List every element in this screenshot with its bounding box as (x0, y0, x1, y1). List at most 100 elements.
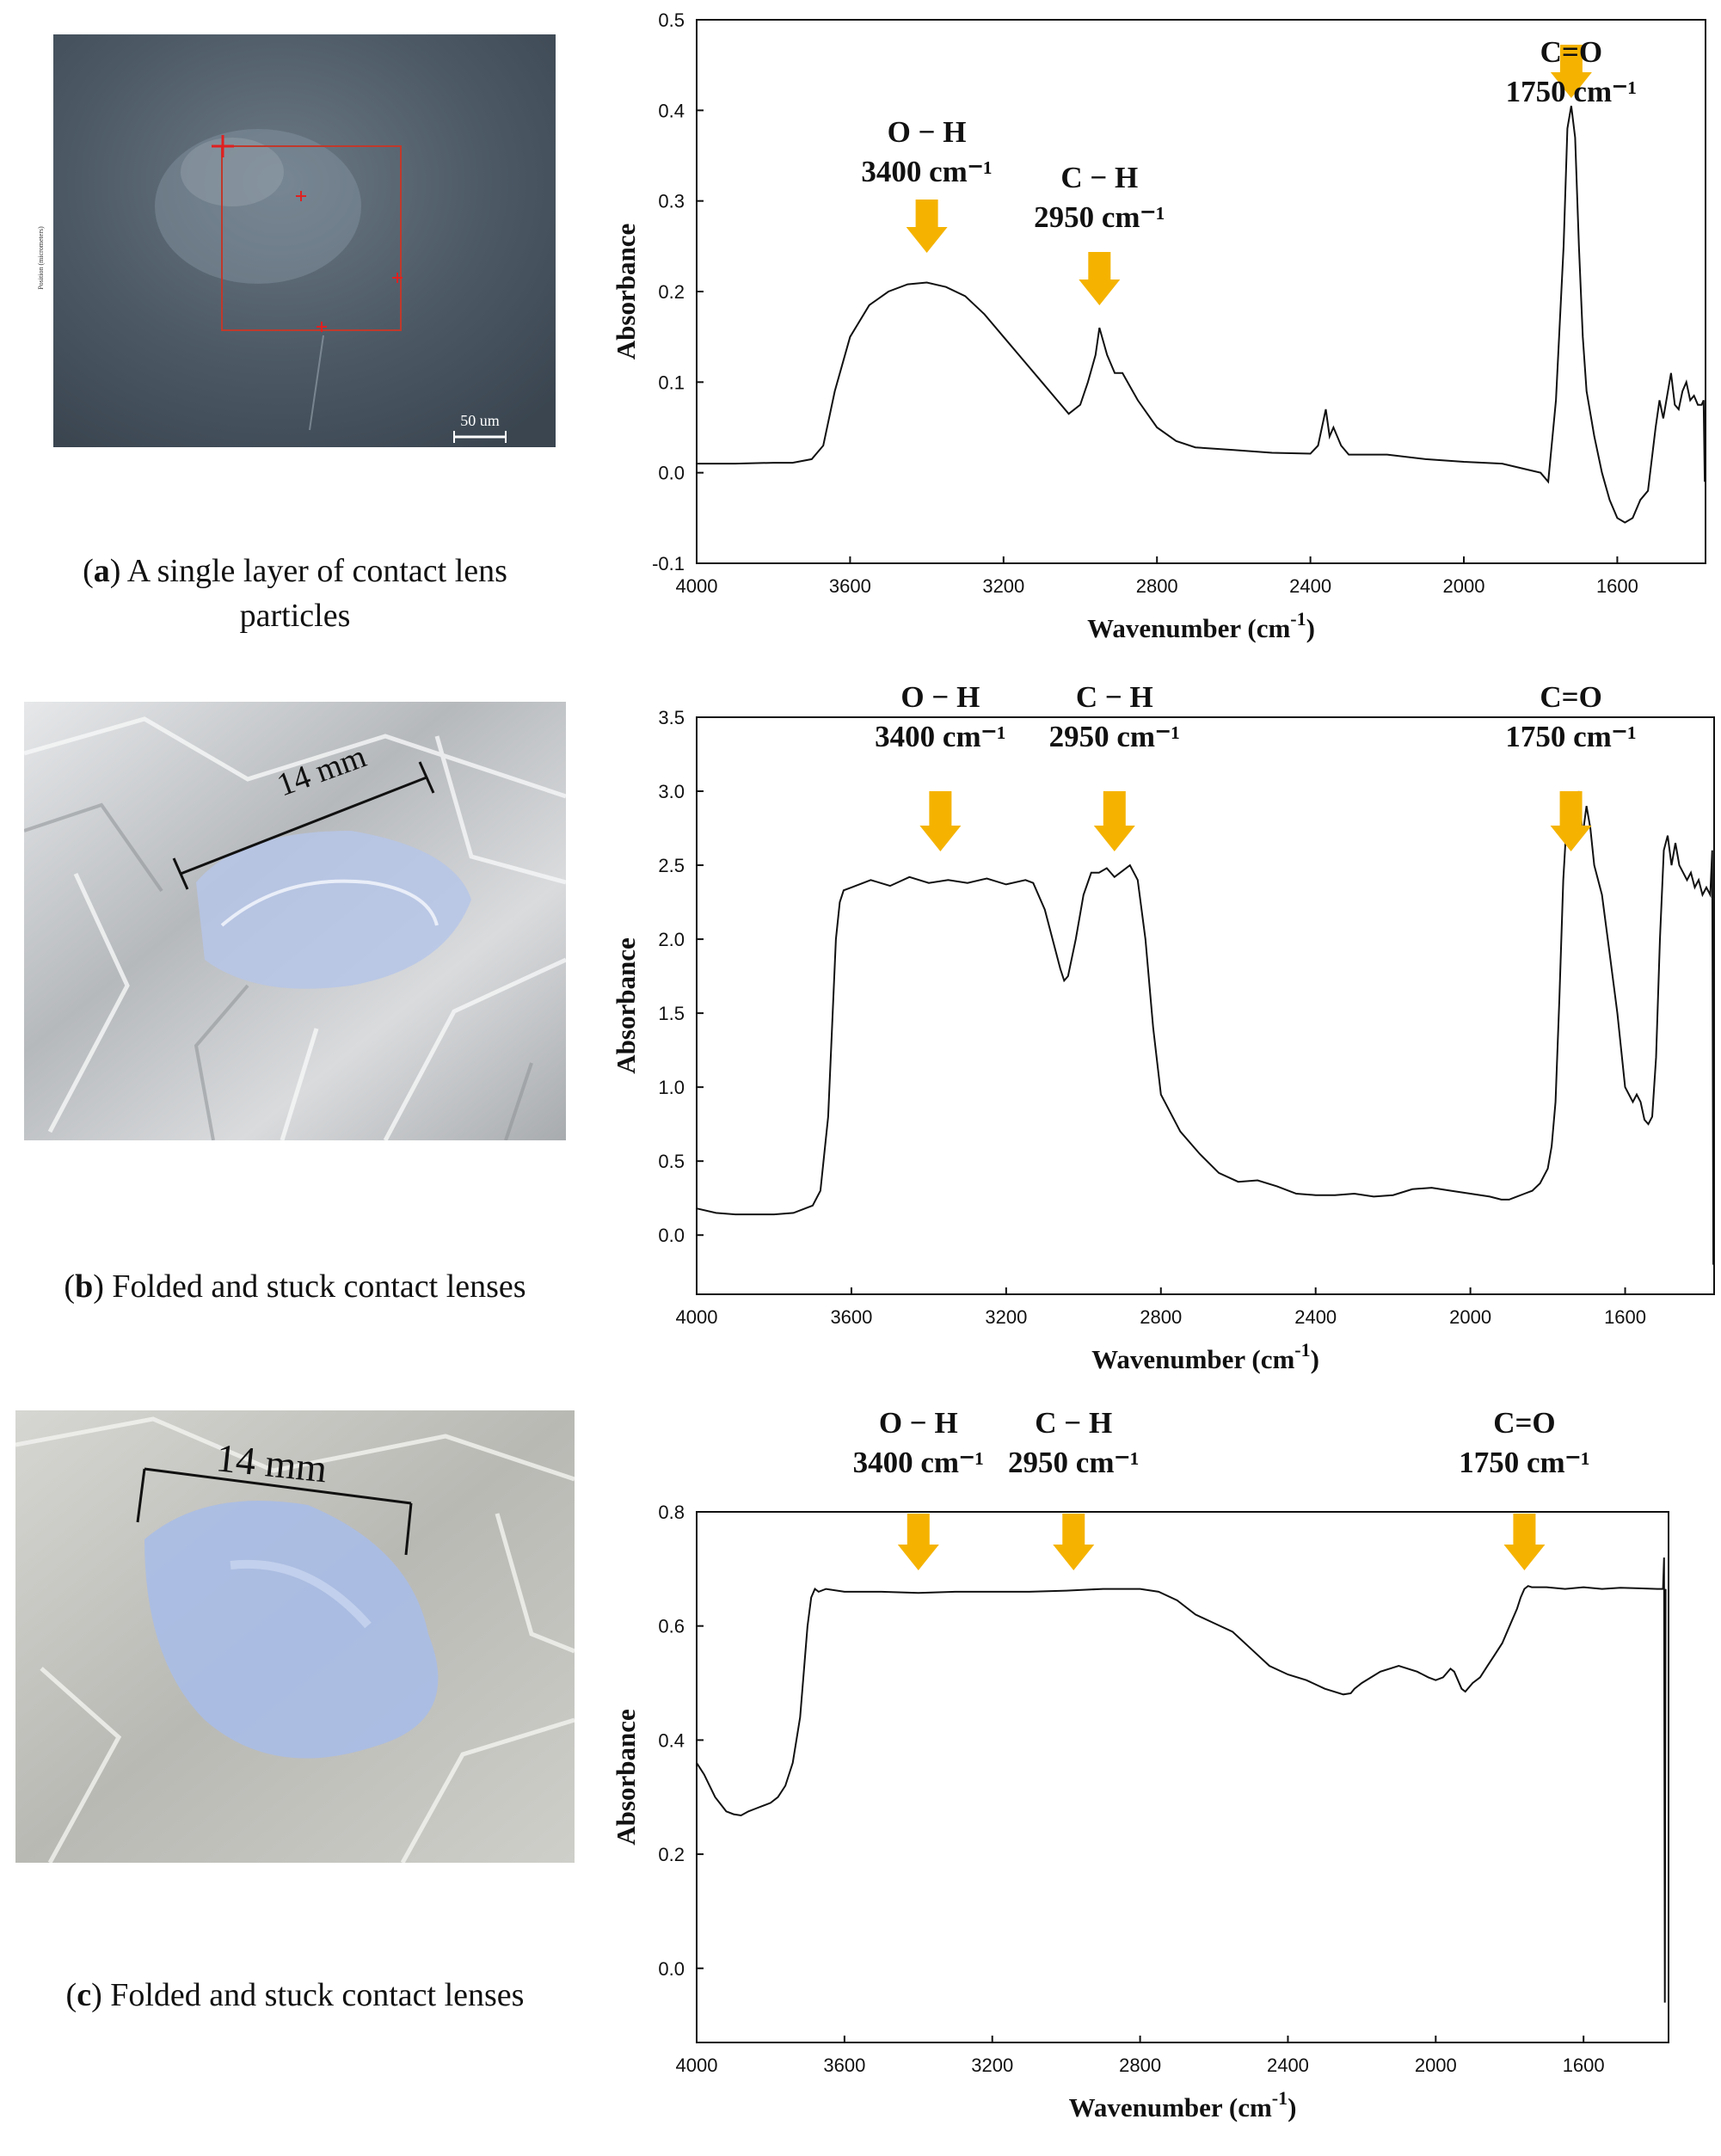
x-tick-label: 2400 (1294, 1306, 1337, 1328)
annotation-arrow-icon (906, 200, 948, 253)
plot-area (696, 1511, 1669, 2043)
x-tick-label: 2400 (1267, 2055, 1309, 2076)
annotation-arrow-icon (1503, 1514, 1546, 1570)
x-tick-label: 2800 (1136, 575, 1178, 597)
spectrum-line (696, 790, 1715, 1265)
annotation-arrow-icon (1079, 252, 1121, 305)
scale-bar: 14 mm (136, 1435, 413, 1556)
y-tick-label: 0.0 (658, 1958, 685, 1980)
y-tick-label: 0.6 (658, 1616, 685, 1637)
annotation-bond: C − H (1060, 161, 1138, 194)
selection-box (221, 145, 402, 331)
y-tick-label: 1.0 (658, 1077, 685, 1098)
caption-text: Folded and stuck contact lenses (101, 1977, 525, 2013)
lens-image-c: 14 mm (15, 1410, 575, 1863)
contact-lens (196, 831, 471, 989)
annotation-bond: C=O (1540, 35, 1602, 69)
y-tick-label: 0.0 (658, 463, 685, 484)
caption-a: (a) A single layer of contact lens parti… (83, 553, 507, 634)
annotation-bond: O − H (900, 680, 980, 714)
panel-c: 14 mm (c) Folded and stuck contact lense… (0, 1402, 1721, 2156)
annotation-wavenumber: 3400 cm⁻¹ (875, 720, 1005, 753)
caption-text: Folded and stuck contact lenses (103, 1268, 526, 1305)
y-tick-label: 3.5 (658, 707, 685, 728)
x-tick-label: 1600 (1563, 2055, 1605, 2076)
annotation-arrow-icon (919, 791, 962, 851)
y-axis-label: Absorbance (611, 937, 641, 1073)
y-tick-label: 0.4 (658, 100, 685, 121)
panel-a: 50 um Position (micrometers) (a) A singl… (0, 0, 1721, 654)
y-tick-label: 0.8 (658, 1502, 685, 1523)
annotation-bond: C=O (1493, 1406, 1555, 1440)
y-axis-label: Absorbance (611, 224, 641, 359)
annotation-arrow-icon (1093, 791, 1135, 851)
annotation-wavenumber: 3400 cm⁻¹ (853, 1446, 984, 1479)
annotation-wavenumber: 2950 cm⁻¹ (1034, 200, 1165, 234)
x-tick-label: 2800 (1119, 2055, 1161, 2076)
spectrum-line (696, 1557, 1667, 2003)
annotation-arrow-icon (897, 1514, 939, 1570)
x-tick-label: 1600 (1596, 575, 1638, 597)
x-tick-label: 3200 (982, 575, 1024, 597)
caption-c: (c) Folded and stuck contact lenses (65, 1977, 525, 2013)
annotation-arrow-icon (1053, 1514, 1095, 1570)
photo-ylabel: Position (micrometers) (37, 226, 45, 290)
annotation-bond: O − H (888, 115, 967, 149)
panel-b: 14 mm (b) Folded and stuck contact lense… (0, 671, 1721, 1393)
x-axis-label: Wavenumber (cm-1) (1087, 608, 1315, 643)
y-axis-label: Absorbance (611, 1709, 641, 1845)
x-tick-label: 2000 (1449, 1306, 1491, 1328)
y-tick-label: 0.2 (658, 1844, 685, 1865)
annotation-bond: C − H (1076, 680, 1153, 714)
lens-photo-b: 14 mm (24, 702, 566, 1140)
spectrum-chart-a: -0.1 0.0 0.1 0.2 0.3 0.4 0.5 4000 3600 3200 2800 24… (611, 9, 1706, 643)
y-tick-label: 1.5 (658, 1003, 685, 1024)
x-tick-label: 3600 (830, 1306, 872, 1328)
y-tick-label: 0.5 (658, 9, 685, 31)
x-tick-label: 2000 (1443, 575, 1485, 597)
spectrum-chart-c: 0.0 0.2 0.4 0.6 0.8 4000 3600 3200 2800 2400 2000 1… (611, 1406, 1669, 2122)
y-tick-label: 0.0 (658, 1225, 685, 1246)
x-tick-label: 2400 (1289, 575, 1331, 597)
annotation-bond: O − H (879, 1406, 958, 1440)
x-tick-label: 2000 (1415, 2055, 1457, 2076)
scale-bar: 50 um (453, 412, 507, 443)
scale-label: 50 um (460, 412, 500, 429)
x-tick-label: 4000 (676, 2055, 718, 2076)
x-tick-label: 3600 (829, 575, 871, 597)
y-tick-label: 2.0 (658, 929, 685, 950)
marker-icon (296, 191, 403, 332)
plot-area (696, 716, 1715, 1295)
x-tick-label: 4000 (676, 575, 718, 597)
y-tick-label: 0.2 (658, 281, 685, 303)
caption-letter: a (93, 553, 110, 589)
annotation-wavenumber: 1750 cm⁻¹ (1459, 1446, 1589, 1479)
x-tick-label: 3200 (985, 1306, 1027, 1328)
annotation-arrow-icon (1550, 45, 1592, 98)
x-tick-label: 3200 (971, 2055, 1013, 2076)
x-axis-label: Wavenumber (cm-1) (1069, 2087, 1297, 2122)
annotation-arrow-icon (1550, 791, 1592, 851)
x-axis-label: Wavenumber (cm-1) (1091, 1339, 1319, 1374)
x-tick-label: 1600 (1604, 1306, 1646, 1328)
caption-b: (b) Folded and stuck contact lenses (64, 1268, 526, 1305)
y-tick-label: 0.3 (658, 191, 685, 212)
y-tick-label: 0.1 (658, 372, 685, 393)
spectrum-chart-b: 0.0 0.5 1.0 1.5 2.0 2.5 3.0 3.5 4000 3600 3200 2800… (611, 680, 1715, 1374)
x-tick-label: 4000 (676, 1306, 718, 1328)
caption-letter: b (75, 1268, 94, 1305)
annotation-wavenumber: 1750 cm⁻¹ (1505, 720, 1636, 753)
caption-text: A single layer of contact lens particles (120, 553, 507, 634)
y-tick-label: 0.4 (658, 1729, 685, 1751)
crosshair-icon (212, 135, 234, 157)
y-tick-label: 3.0 (658, 781, 685, 802)
annotation-bond: C=O (1540, 680, 1601, 714)
lens-image-b: 14 mm (24, 702, 566, 1140)
annotation-wavenumber: 2950 cm⁻¹ (1049, 720, 1180, 753)
annotation-wavenumber: 1750 cm⁻¹ (1506, 75, 1637, 108)
x-tick-label: 3600 (823, 2055, 865, 2076)
annotation-wavenumber: 2950 cm⁻¹ (1008, 1446, 1139, 1479)
lens-photo-c: 14 mm (15, 1410, 575, 1863)
y-tick-label: 2.5 (658, 855, 685, 876)
contact-lens (144, 1501, 439, 1759)
